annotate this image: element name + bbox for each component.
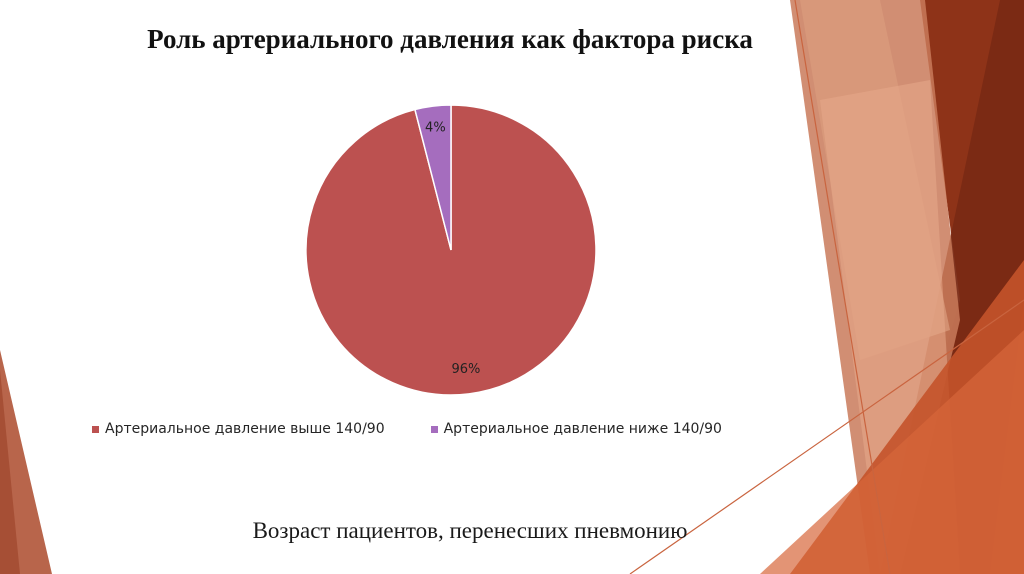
deco-line-1 [794,0,891,574]
legend-swatch-1 [92,425,99,433]
pie-data-label-2: 4% [425,120,446,135]
legend-label-2: Артериальное давление ниже 140/90 [443,421,722,437]
chart-legend: Артериальное давление выше 140/90 Артериа… [92,421,722,437]
slide-subtitle: Возраст пациентов, перенесших пневмонию [252,518,688,543]
chart-title: Роль артериального давления как фактора … [147,24,753,54]
pie-slice-2 [414,104,452,251]
legend-item-1: Артериальное давление выше 140/90 [92,421,385,437]
legend-swatch-2 [430,425,438,433]
deco-facet-orange-light [760,330,1024,574]
pie-data-label-1: 96% [451,362,480,377]
legend-label-1: Артериальное давление выше 140/90 [105,421,385,437]
deco-left-facet-dark [0,370,20,574]
legend-item-2: Артериальное давление ниже 140/90 [430,421,722,437]
deco-line-2 [629,299,1024,574]
